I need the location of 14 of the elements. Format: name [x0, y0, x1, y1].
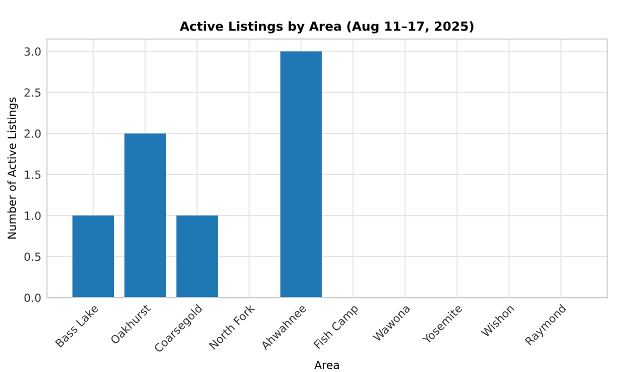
- bar: [124, 133, 166, 298]
- bar: [280, 51, 322, 298]
- y-tick-label: 3.0: [24, 47, 41, 56]
- y-tick-label: 0.5: [24, 252, 40, 261]
- y-tick-label: 1.5: [24, 170, 40, 179]
- x-axis-title: Area: [314, 360, 339, 370]
- y-tick-label: 2.0: [24, 129, 41, 138]
- y-tick-label: 1.0: [24, 212, 41, 220]
- chart-title: Active Listings by Area (Aug 11–17, 2025): [180, 21, 474, 34]
- y-tick-label: 2.5: [24, 88, 40, 97]
- y-axis-title: Number of Active Listings: [7, 98, 18, 239]
- bar: [176, 216, 218, 298]
- bar: [72, 216, 114, 298]
- y-tick-label: 0.0: [24, 294, 41, 302]
